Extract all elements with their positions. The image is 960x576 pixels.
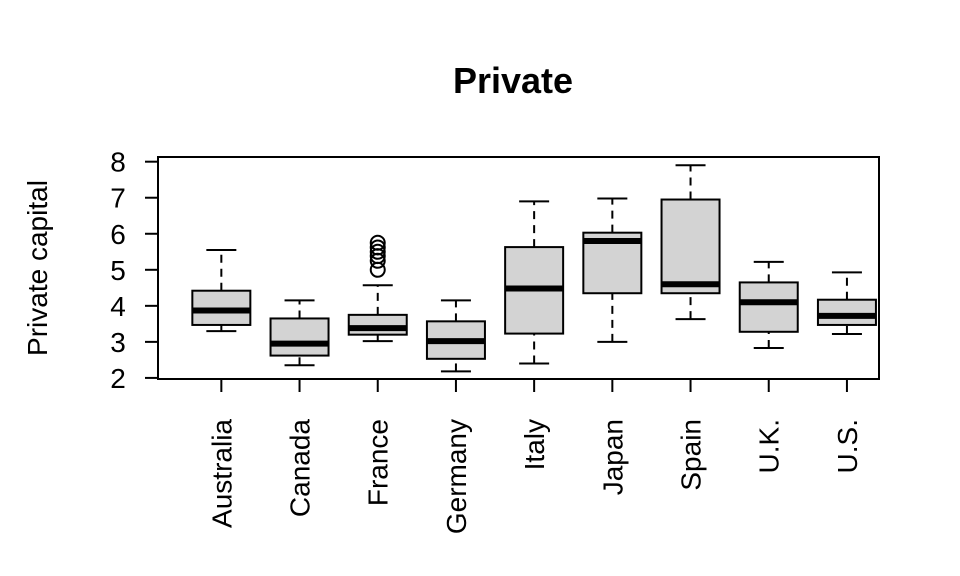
x-tick-label: Spain [676,419,707,491]
iqr-box [660,198,721,295]
y-axis-label: Private capital [22,180,53,356]
y-tick-label: 7 [110,183,126,214]
iqr-box [816,298,877,326]
box-italy [504,200,565,365]
x-tick-label: Japan [597,419,628,495]
outlier-point [369,239,386,256]
x-tick-label: Canada [285,419,316,518]
x-tick-label: Germany [441,419,472,534]
box-canada [269,299,330,367]
chart-title: Private [453,60,573,101]
box-uk [738,260,799,350]
x-tick-label: France [363,419,394,506]
x-axis: Australia Canada France Germany Italy Japan Sp… [206,378,863,534]
y-tick-label: 6 [110,219,126,250]
box-australia [191,248,252,333]
iqr-box [347,313,408,336]
y-tick-label: 4 [110,291,126,322]
box-france [347,234,408,343]
y-tick-label: 2 [110,363,126,394]
box-germany [425,299,486,373]
x-tick-label: U.S. [832,419,863,473]
outlier-point [369,243,386,260]
x-tick-label: Italy [519,419,550,470]
box-spain [660,164,721,321]
x-tick-label: Australia [206,419,237,528]
x-tick-label: U.K. [754,419,785,473]
boxes-group [191,164,877,373]
y-axis: 2 3 4 5 6 7 8 [110,147,159,394]
y-tick-label: 3 [110,327,126,358]
outlier-point [369,234,386,251]
y-tick-label: 8 [110,147,126,178]
box-us [816,271,877,335]
iqr-box [738,281,799,333]
box-japan [582,197,643,343]
y-tick-label: 5 [110,255,126,286]
iqr-box [269,317,330,357]
